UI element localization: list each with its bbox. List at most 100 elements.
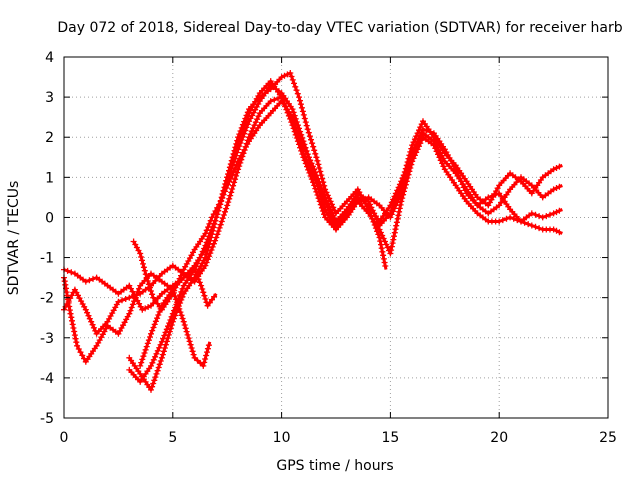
data-point-marker [150, 324, 157, 331]
data-point-marker [459, 181, 466, 188]
data-point-marker [202, 356, 209, 362]
data-point-marker [371, 222, 378, 228]
data-point-marker [147, 334, 153, 340]
data-point-marker [556, 183, 563, 190]
data-point-marker [401, 188, 407, 195]
data-point-marker [553, 185, 560, 191]
data-point-marker [316, 165, 323, 171]
data-point-marker [202, 296, 209, 302]
data-point-marker [129, 301, 136, 308]
data-point-marker [234, 137, 241, 144]
data-point-marker [378, 245, 385, 252]
data-point-marker [232, 144, 239, 151]
data-point-marker [298, 104, 305, 111]
data-point-marker [233, 161, 240, 168]
data-point-marker [400, 191, 407, 198]
data-point-marker [312, 150, 319, 157]
data-point-marker [157, 305, 164, 312]
data-point-marker [233, 172, 240, 179]
data-point-marker [171, 307, 177, 314]
data-point-marker [163, 326, 170, 333]
data-point-marker [223, 177, 230, 184]
data-point-marker [160, 335, 167, 342]
data-point-marker [366, 209, 373, 216]
data-point-marker [149, 327, 156, 334]
data-point-marker [144, 278, 151, 284]
data-point-marker [406, 168, 413, 175]
data-point-marker [82, 306, 89, 313]
data-point-marker [197, 360, 204, 367]
data-point-marker [255, 113, 262, 120]
data-point-marker [456, 175, 463, 182]
x-tick-label: 10 [273, 430, 291, 446]
data-point-marker [216, 201, 223, 208]
data-point-marker [204, 349, 210, 356]
data-point-marker [206, 220, 213, 227]
data-point-marker [176, 305, 183, 312]
data-point-marker [532, 223, 539, 230]
data-point-marker [423, 127, 430, 134]
data-point-marker [399, 175, 406, 182]
data-point-marker [238, 124, 245, 131]
data-point-marker [205, 342, 212, 349]
data-point-marker [139, 306, 146, 313]
data-point-marker [289, 76, 296, 83]
data-point-marker [226, 164, 233, 171]
data-point-marker [287, 70, 294, 76]
data-point-marker [220, 187, 227, 194]
data-point-marker [543, 213, 550, 220]
data-point-marker [156, 308, 163, 315]
data-point-marker [75, 346, 82, 352]
x-tick-label: 5 [168, 430, 177, 446]
data-point-marker [376, 234, 383, 241]
data-point-marker [153, 370, 160, 377]
data-point-marker [205, 244, 212, 251]
data-point-marker [436, 154, 443, 161]
data-point-marker [185, 335, 192, 342]
data-point-marker [209, 227, 216, 234]
data-point-marker [148, 362, 154, 369]
y-tick-label: -5 [40, 411, 54, 427]
data-point-marker [319, 208, 326, 214]
data-point-marker [74, 342, 81, 349]
data-point-marker [323, 201, 330, 208]
data-point-marker [320, 195, 327, 202]
data-point-marker [144, 340, 151, 347]
data-point-marker [149, 383, 156, 390]
data-point-marker [232, 165, 239, 171]
data-point-marker [372, 225, 379, 232]
data-point-marker [173, 301, 180, 308]
data-point-marker [184, 331, 191, 338]
data-point-marker [309, 140, 316, 147]
data-point-marker [214, 231, 221, 238]
y-tick-label: -2 [40, 291, 54, 307]
data-point-marker [160, 348, 167, 355]
data-point-marker [536, 213, 543, 220]
data-point-marker [390, 236, 397, 243]
data-point-marker [234, 169, 241, 176]
data-point-marker [119, 297, 125, 304]
data-point-marker [166, 320, 173, 327]
data-point-marker [207, 234, 214, 241]
data-point-marker [388, 243, 395, 250]
data-point-marker [127, 307, 134, 314]
data-point-marker [126, 294, 133, 301]
data-point-marker [235, 134, 242, 141]
data-point-marker [212, 217, 219, 224]
x-tick-label: 0 [60, 430, 69, 446]
data-point-marker [229, 171, 236, 178]
data-point-marker [398, 198, 405, 205]
data-point-marker [305, 129, 312, 136]
data-point-marker [69, 317, 75, 324]
data-point-marker [239, 121, 246, 128]
data-point-marker [187, 341, 194, 348]
data-point-marker [223, 205, 230, 212]
data-point-marker [539, 214, 546, 221]
data-point-marker [173, 281, 180, 288]
data-point-marker [90, 275, 96, 282]
data-point-marker [62, 281, 69, 288]
data-point-marker [180, 318, 187, 325]
data-point-marker [317, 168, 324, 175]
data-point-marker [318, 204, 325, 211]
data-point-marker [411, 144, 418, 151]
